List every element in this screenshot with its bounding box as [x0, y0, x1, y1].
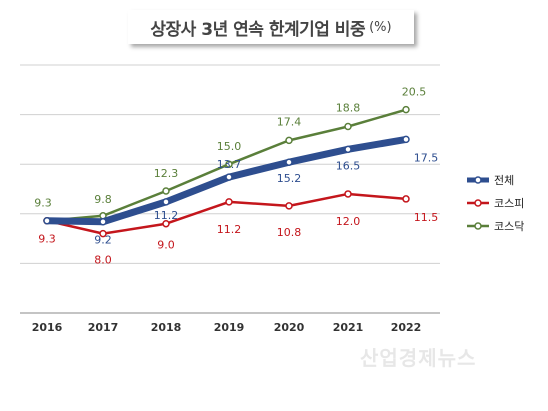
data-point	[285, 202, 293, 210]
data-point	[162, 219, 170, 228]
legend-swatch-kosdaq	[467, 221, 489, 230]
x-tick-label: 2021	[333, 321, 364, 334]
legend-item-kospi: 코스피	[466, 191, 546, 214]
x-tick-label: 2016	[32, 321, 63, 334]
data-point	[402, 105, 410, 114]
watermark: 산업경제뉴스	[360, 346, 477, 370]
data-label: 15.0	[217, 140, 242, 153]
x-tick-label: 2018	[151, 321, 182, 334]
chart-title-box: 상장사 3년 연속 한계기업 비중 (%)	[128, 10, 414, 44]
data-point	[162, 187, 170, 195]
data-point	[285, 136, 293, 145]
data-label: 9.3	[38, 233, 56, 246]
data-label: 17.5	[414, 151, 439, 164]
legend-swatch-kospi	[467, 198, 489, 207]
data-point	[43, 216, 51, 225]
data-label: 13.7	[217, 158, 242, 171]
data-point	[344, 122, 352, 131]
legend-swatch-total	[467, 175, 489, 184]
legend-label-kosdaq: 코스닥	[494, 219, 525, 233]
data-label: 12.0	[336, 215, 361, 228]
data-label: 15.2	[277, 172, 302, 185]
data-label: 18.8	[336, 102, 361, 115]
chart-unit: (%)	[369, 19, 392, 35]
data-label: 20.5	[402, 86, 427, 99]
chart-title: 상장사 3년 연속 한계기업 비중	[150, 19, 366, 40]
x-tick-label: 2017	[88, 321, 119, 334]
data-point	[225, 160, 233, 168]
data-label: 11.5	[414, 211, 439, 224]
data-point	[285, 158, 293, 166]
data-label: 11.2	[154, 209, 179, 222]
data-label: 8.0	[94, 254, 112, 267]
data-point	[344, 190, 352, 198]
x-tick-label: 2020	[274, 321, 305, 334]
data-label: 9.8	[94, 193, 112, 206]
legend-label-total: 전체	[494, 173, 515, 187]
data-label: 9.3	[34, 197, 52, 210]
legend-label-kospi: 코스피	[494, 196, 525, 210]
x-tick-label: 2019	[214, 321, 245, 334]
data-point	[344, 145, 352, 154]
data-point	[225, 173, 233, 181]
data-label: 17.4	[277, 115, 302, 128]
data-label: 16.5	[336, 159, 361, 172]
data-point	[225, 198, 233, 206]
data-label: 9.0	[157, 239, 175, 252]
data-point	[402, 135, 410, 144]
legend-item-total: 전체	[466, 168, 546, 191]
data-label: 11.2	[217, 223, 242, 236]
legend-item-kosdaq: 코스닥	[466, 214, 546, 237]
data-point	[99, 229, 107, 238]
data-point	[99, 217, 107, 226]
data-point	[402, 195, 410, 203]
data-label: 9.2	[94, 234, 112, 247]
data-label: 10.8	[277, 226, 302, 239]
legend: 전체 코스피 코스닥	[466, 168, 546, 237]
x-tick-label: 2022	[391, 321, 422, 334]
data-point	[162, 198, 170, 206]
data-label: 12.3	[154, 167, 179, 180]
